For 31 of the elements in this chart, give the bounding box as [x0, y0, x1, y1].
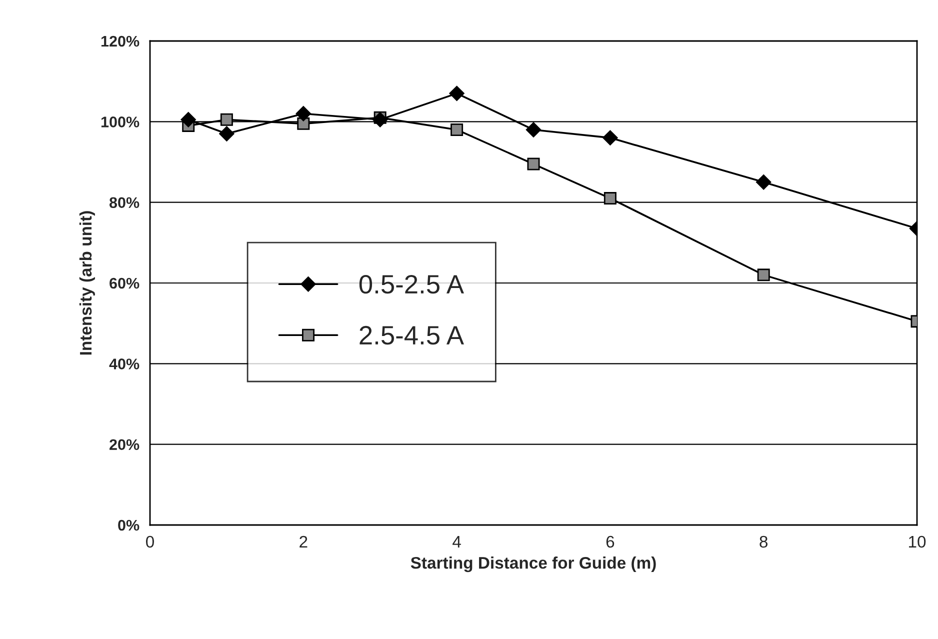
y-tick-label: 120%: [101, 36, 140, 47]
point: [757, 268, 770, 282]
x-tick-label: 10: [909, 536, 926, 548]
y-tick-label: 60%: [110, 278, 140, 289]
point: [180, 112, 196, 128]
x-axis-title: Starting Distance for Guide (m): [410, 556, 656, 572]
x-tick-label: 2: [300, 536, 308, 548]
point: [527, 158, 540, 170]
x-tick-label: 6: [606, 536, 614, 548]
point: [526, 122, 542, 138]
point: [756, 174, 772, 190]
y-tick-label: 20%: [110, 439, 140, 450]
x-tick-label: 4: [452, 536, 461, 548]
point: [602, 130, 618, 146]
y-tick-label: 80%: [109, 197, 140, 208]
point: [220, 113, 233, 126]
point: [297, 117, 310, 130]
point: [604, 192, 616, 205]
point: [449, 86, 464, 102]
point: [296, 106, 311, 122]
point: [219, 126, 234, 142]
y-tick-label: 100%: [101, 116, 140, 128]
point: [450, 123, 464, 136]
y-tick-label: 0%: [118, 520, 140, 531]
x-tick-label: 8: [760, 536, 768, 548]
x-tick-label: 0: [146, 536, 154, 548]
y-tick-label: 40%: [109, 358, 140, 370]
legend-label: 2.5-4.5 A: [360, 326, 464, 345]
y-axis-title: Intensity (arb unit): [79, 211, 95, 355]
point: [372, 112, 388, 128]
legend-label: 0.5-2.5 A: [359, 274, 464, 294]
